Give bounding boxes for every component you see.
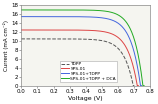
SPS-01 (20, 29, 22, 31)
SPS-01+TDPP (96, 17, 98, 18)
TDPP (65, 38, 67, 40)
SPS-01+TDPP (20, 16, 22, 17)
SPS-01 (94, 30, 96, 31)
SPS-01+TDPP + DCA (109, 11, 111, 13)
SPS-01 (106, 32, 107, 33)
TDPP (133, 85, 135, 86)
Line: SPS-01+TDPP: SPS-01+TDPP (21, 17, 142, 86)
SPS-01+TDPP (140, 85, 142, 86)
TDPP (20, 38, 22, 40)
SPS-01 (137, 85, 139, 86)
SPS-01+TDPP (108, 19, 110, 20)
TDPP (133, 85, 134, 86)
SPS-01+TDPP + DCA (98, 10, 100, 11)
TDPP (34, 38, 36, 40)
SPS-01+TDPP (141, 85, 143, 86)
SPS-01 (105, 31, 107, 33)
Legend: TDPP, SPS-01, SPS-01+TDPP, SPS-01+TDPP + DCA: TDPP, SPS-01, SPS-01+TDPP, SPS-01+TDPP +… (60, 61, 117, 82)
SPS-01 (137, 85, 139, 86)
SPS-01 (58, 29, 60, 31)
SPS-01+TDPP (35, 16, 37, 17)
SPS-01+TDPP + DCA (35, 9, 37, 11)
Line: SPS-01: SPS-01 (21, 30, 138, 86)
SPS-01 (67, 29, 69, 31)
SPS-01+TDPP + DCA (69, 9, 71, 11)
Line: SPS-01+TDPP + DCA: SPS-01+TDPP + DCA (21, 10, 144, 86)
SPS-01+TDPP (68, 16, 70, 17)
SPS-01+TDPP + DCA (143, 85, 145, 86)
SPS-01+TDPP + DCA (20, 9, 22, 11)
Line: TDPP: TDPP (21, 39, 134, 86)
SPS-01+TDPP (60, 16, 61, 17)
SPS-01+TDPP + DCA (60, 9, 62, 11)
Y-axis label: Current (mA cm⁻²): Current (mA cm⁻²) (3, 20, 9, 71)
TDPP (102, 40, 104, 41)
SPS-01+TDPP + DCA (110, 11, 112, 13)
X-axis label: Voltage (V): Voltage (V) (68, 96, 103, 101)
TDPP (91, 39, 93, 40)
TDPP (103, 40, 104, 42)
TDPP (57, 38, 59, 40)
SPS-01+TDPP (107, 18, 109, 20)
SPS-01+TDPP + DCA (142, 85, 144, 86)
SPS-01 (34, 29, 36, 31)
